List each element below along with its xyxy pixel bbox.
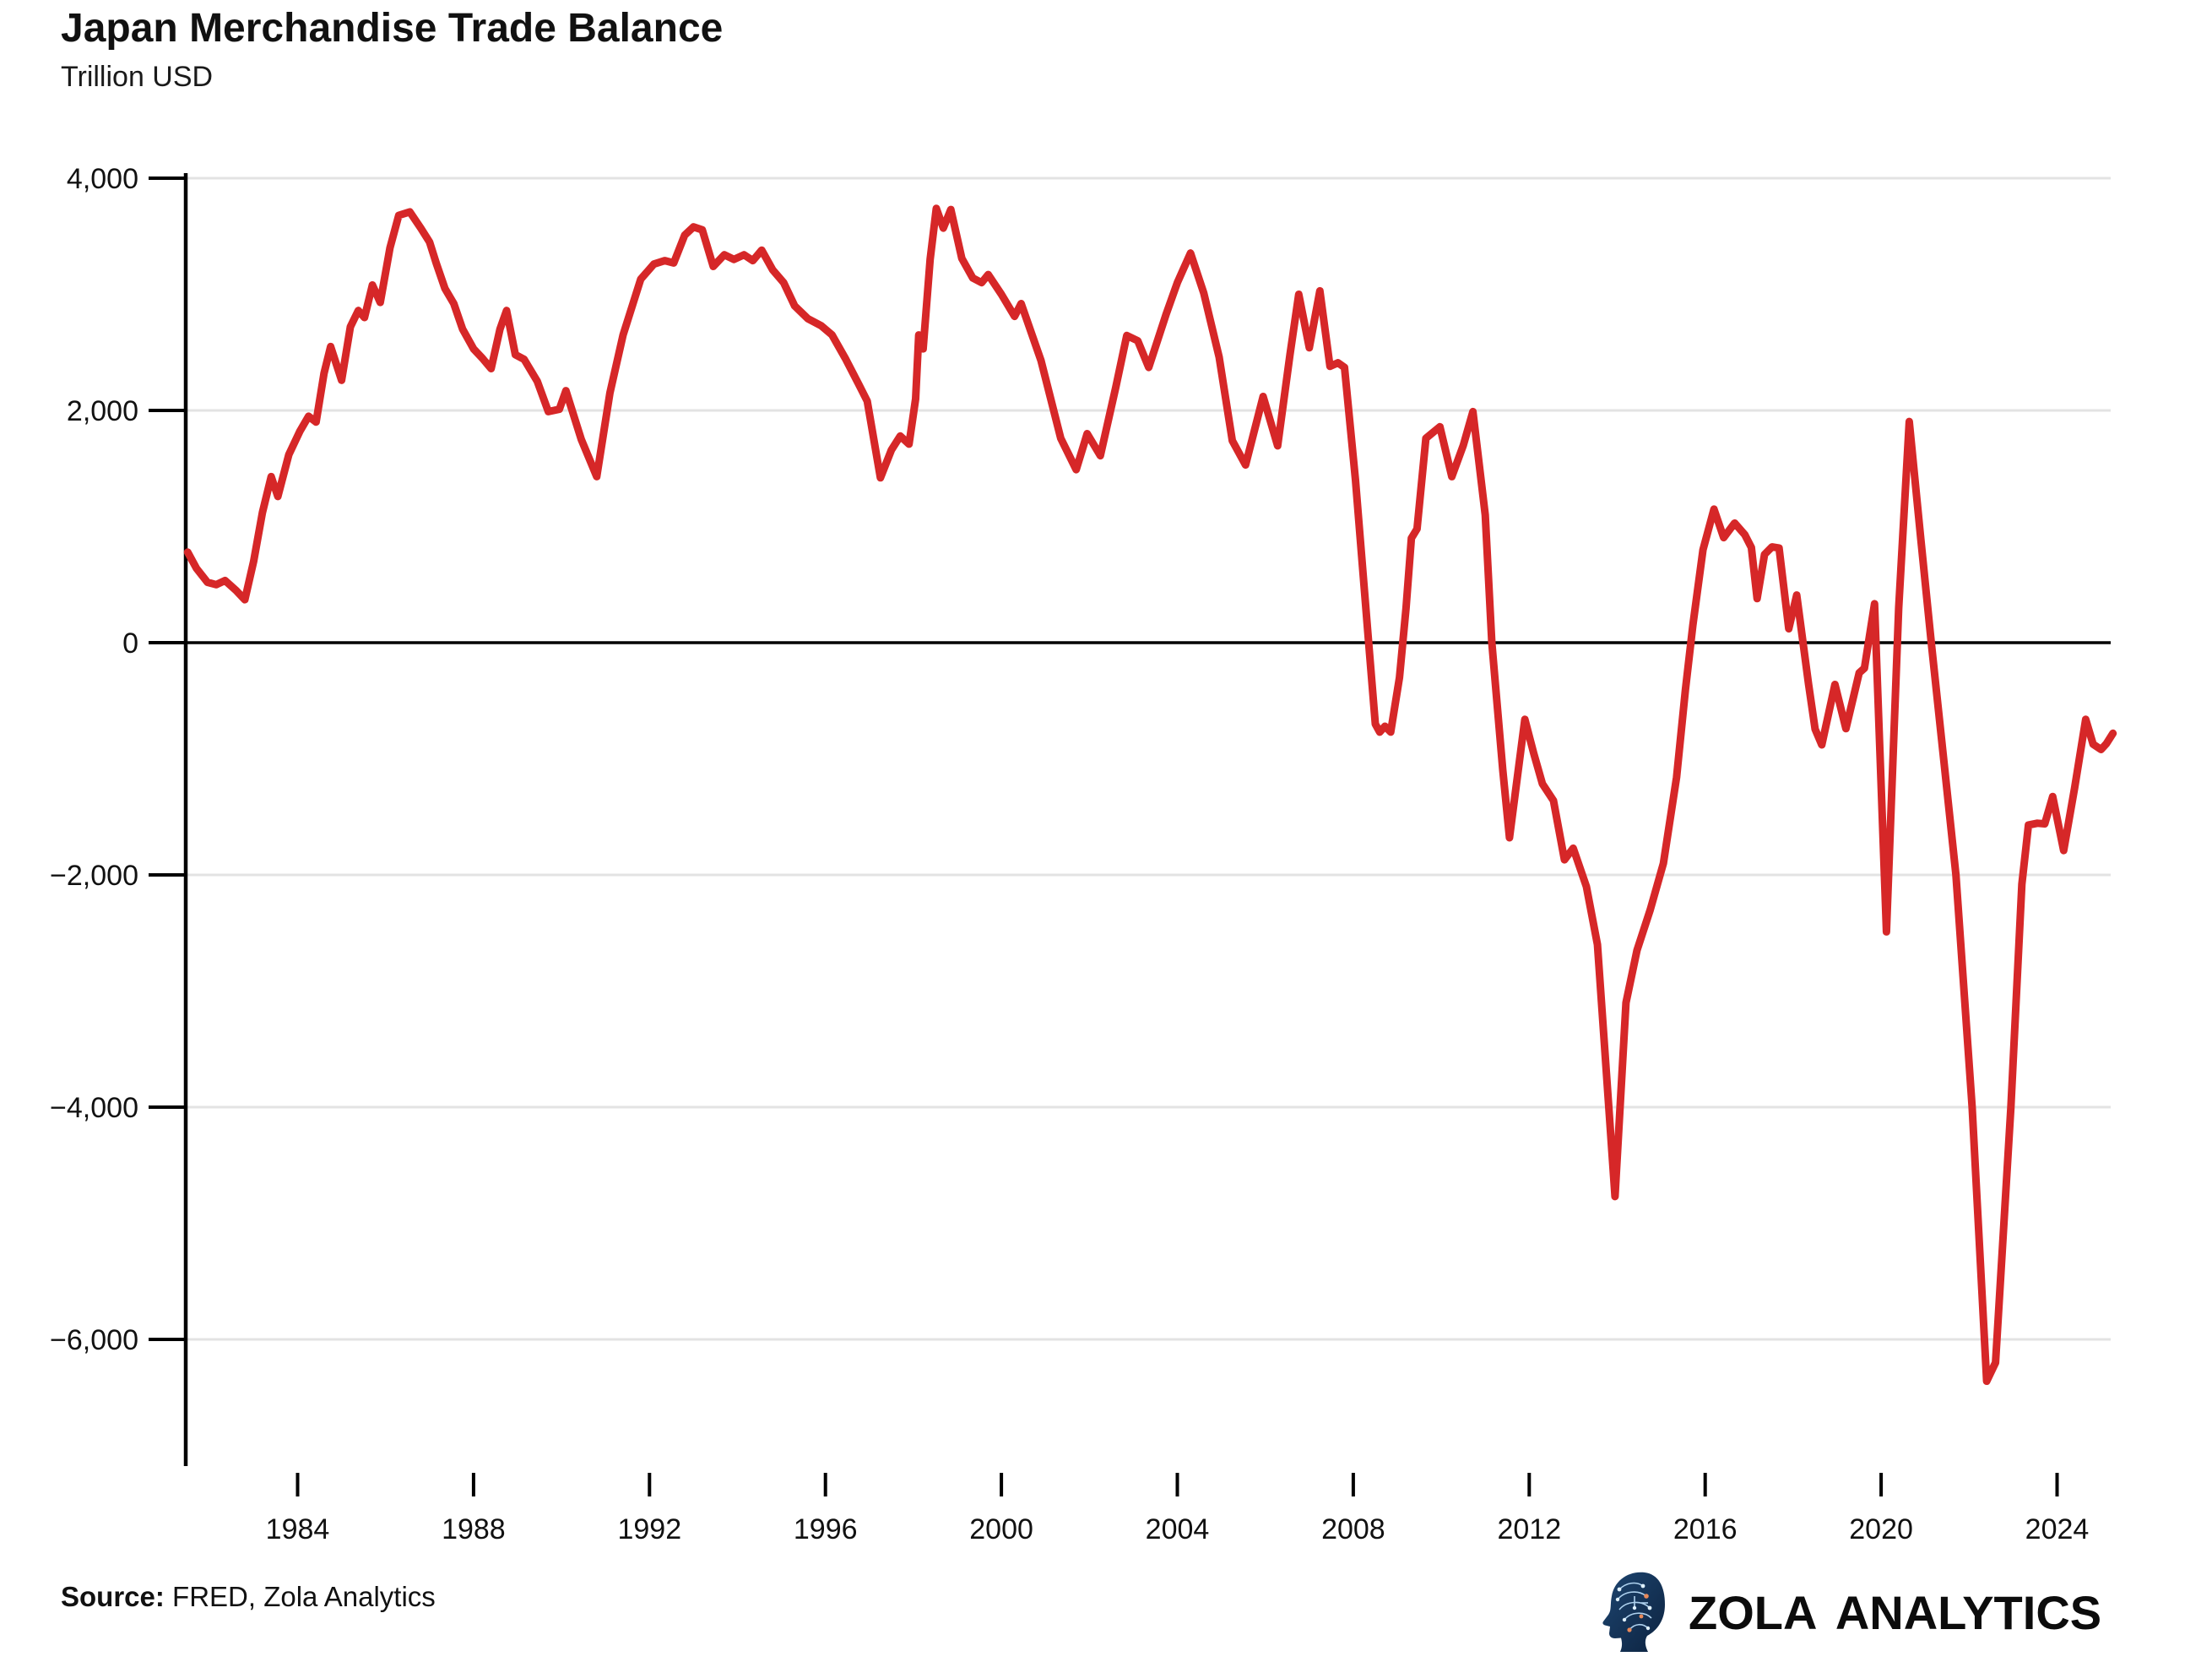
x-tick-label-2000: 2000 — [969, 1513, 1033, 1545]
source-label: Source: — [61, 1581, 165, 1612]
x-tick-label-1988: 1988 — [442, 1513, 506, 1545]
series-line-merchandise-trade-balance-12-month- — [183, 204, 2117, 1385]
y-tick-label--2000: −2,000 — [50, 860, 138, 892]
y-tick-label--4000: −4,000 — [50, 1092, 138, 1124]
x-tick-label-2024: 2024 — [2025, 1513, 2090, 1545]
y-tick-label-2000: 2,000 — [67, 395, 138, 427]
x-tick-label-2004: 2004 — [1146, 1513, 1210, 1545]
source-text: FRED, Zola Analytics — [164, 1581, 436, 1612]
x-tick-label-1992: 1992 — [617, 1513, 681, 1545]
x-tick-label-1984: 1984 — [266, 1513, 330, 1545]
y-tick-label--6000: −6,000 — [50, 1324, 138, 1356]
source-note: Source: FRED, Zola Analytics — [61, 1581, 436, 1613]
chart-title: Japan Merchandise Trade Balance — [61, 6, 724, 51]
brand-wordmark: ZOLA ANALYTICS — [1689, 1586, 2102, 1639]
x-tick-label-2020: 2020 — [1849, 1513, 1913, 1545]
head-silhouette — [1602, 1572, 1665, 1652]
x-tick-label-2008: 2008 — [1321, 1513, 1385, 1545]
y-tick-label-0: 0 — [122, 627, 138, 660]
x-tick-label-2012: 2012 — [1497, 1513, 1561, 1545]
y-tick-label-4000: 4,000 — [67, 163, 138, 195]
x-tick-label-1996: 1996 — [794, 1513, 858, 1545]
circuit-nodes — [1615, 1583, 1652, 1631]
chart-subtitle: Trillion USD — [61, 61, 214, 93]
circuit-accent-nodes — [1627, 1594, 1649, 1632]
zola-logo-head-icon — [1602, 1572, 1665, 1652]
x-tick-label-2016: 2016 — [1673, 1513, 1738, 1545]
